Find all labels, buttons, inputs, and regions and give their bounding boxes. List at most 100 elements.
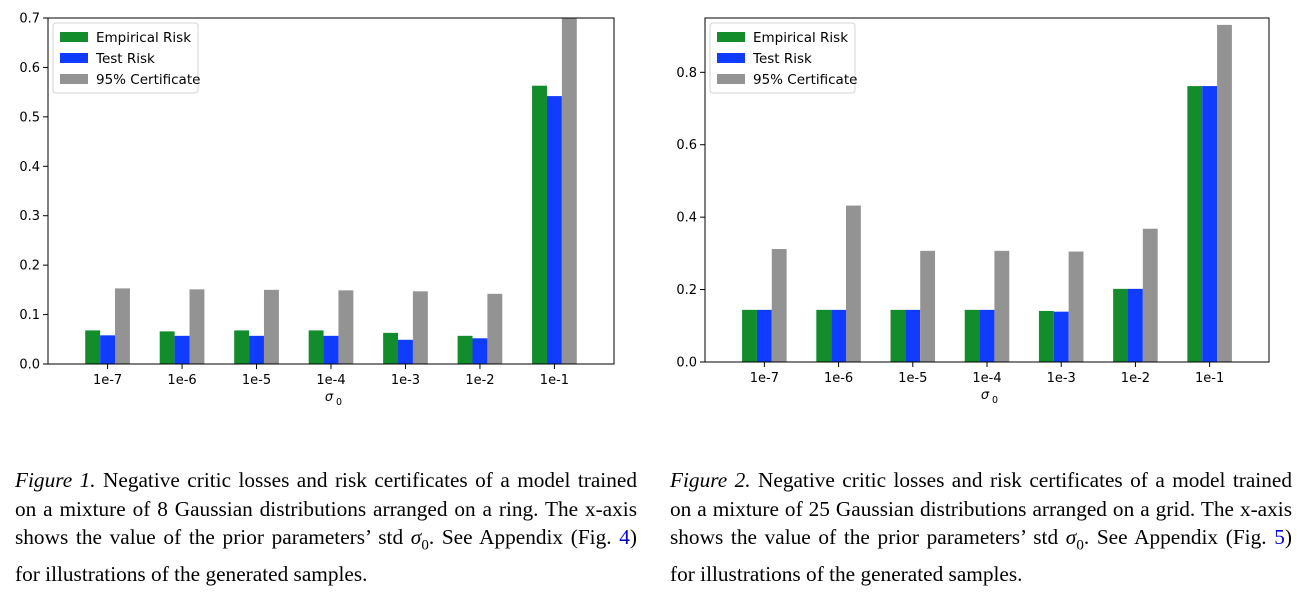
y-tick-label: 0.8 [676,66,697,81]
y-tick-label: 0.1 [19,308,40,323]
legend-label: Empirical Risk [96,30,191,46]
bar-95-certificate [994,250,1010,362]
bar-95-certificate [1068,251,1084,362]
bar-test-risk [1053,311,1069,362]
bar-empirical-risk [1187,86,1203,362]
legend-box [709,22,856,94]
x-axis-label-subscript: 0 [336,397,342,408]
legend-label: 95% Certificate [96,72,200,88]
x-tick-label: 1e-2 [465,373,494,388]
bar-95-certificate [1142,228,1158,362]
bar-95-certificate [412,291,428,364]
bar-test-risk [174,335,190,364]
y-tick-label: 0.6 [676,138,697,153]
legend-label: Empirical Risk [753,30,848,46]
bar-test-risk [398,339,413,364]
caption-text: . See Appendix (Fig. [428,525,620,549]
bar-95-certificate [189,289,205,364]
sigma-symbol: σ [1065,525,1077,549]
figure-2-caption: Figure 2. Negative critic losses and ris… [670,466,1292,588]
bar-empirical-risk [1113,288,1128,362]
legend-label: Test Risk [752,51,812,67]
y-tick-label: 0.0 [676,356,697,371]
bar-95-certificate [561,18,577,364]
y-tick-label: 0.3 [19,209,40,224]
bar-95-certificate [338,290,354,364]
x-tick-label: 1e-7 [93,373,122,388]
caption-text: ) for illustrations of the generated sam… [670,525,1293,586]
figure-1-chart: 0.0 0.1 0.2 0.3 0.4 0.5 0.6 0.7 1e-7 1e-6 1e-5 1e-4… [19,12,615,408]
legend-swatch [60,74,88,84]
y-tick-label: 0.4 [676,211,697,226]
bar-95-certificate [771,249,787,362]
x-axis-label: σ [981,388,990,403]
bar-test-risk [756,309,772,362]
x-tick-label: 1e-3 [1047,371,1076,386]
caption-text: . See Appendix (Fig. [1083,525,1275,549]
legend-label: 95% Certificate [753,72,857,88]
x-axis-label-subscript: 0 [992,395,998,406]
x-tick-label: 1e-4 [972,371,1001,386]
y-tick-label: 0.7 [19,12,40,27]
bar-95-certificate [487,293,503,364]
bar-test-risk [1128,288,1143,362]
caption-text: Negative critic losses and risk certific… [670,468,1292,549]
x-tick-label: 1e-6 [824,371,853,386]
bar-test-risk [323,335,339,364]
y-tick-label: 0.6 [19,61,40,76]
x-tick-label: 1e-4 [316,373,345,388]
bar-empirical-risk [890,309,906,362]
figure-label: Figure 1. [15,468,96,492]
bar-empirical-risk [532,85,547,365]
x-tick-label: 1e-2 [1121,371,1150,386]
x-tick-label: 1e-6 [167,373,196,388]
figure-reference-link[interactable]: 4 [619,525,630,549]
x-tick-label: 1e-3 [391,373,420,388]
bar-test-risk [979,309,995,362]
legend-swatch [60,32,88,42]
bar-95-certificate [920,250,936,362]
y-tick-label: 0.4 [19,160,40,175]
bar-test-risk [249,335,264,364]
legend-label: Test Risk [95,51,155,67]
bar-95-certificate [846,205,861,362]
figure-reference-link[interactable]: 5 [1274,525,1285,549]
bar-empirical-risk [457,335,473,364]
bar-test-risk [546,96,562,365]
bar-empirical-risk [159,331,175,364]
bar-empirical-risk [85,330,101,364]
x-tick-label: 1e-5 [898,371,927,386]
figure-2-chart: 0.0 0.2 0.4 0.6 0.8 1e-7 1e-6 1e-5 1e-4 1e-3 1e-2 1… [676,17,1270,406]
y-tick-label: 0.2 [676,283,697,298]
figure-1-caption: Figure 1. Negative critic losses and ris… [15,466,637,588]
legend-box [52,22,199,94]
caption-text: Negative critic losses and risk certific… [15,468,637,549]
x-tick-label: 1e-7 [750,371,779,386]
bar-empirical-risk [308,330,324,364]
bar-empirical-risk [1038,310,1054,362]
bar-95-certificate [115,288,130,364]
bar-95-certificate [1217,24,1232,362]
bar-test-risk [472,338,488,364]
legend-swatch [717,53,745,63]
x-tick-label: 1e-5 [242,373,271,388]
bar-empirical-risk [383,332,399,364]
bar-empirical-risk [816,309,832,362]
bar-empirical-risk [234,330,250,364]
y-tick-label: 0.5 [19,110,40,125]
x-axis-label: σ [325,390,334,405]
legend-swatch [60,53,88,63]
bar-empirical-risk [964,309,980,362]
bar-test-risk [905,309,921,362]
bar-test-risk [1202,86,1218,362]
bar-test-risk [100,335,116,364]
legend-swatch [717,32,745,42]
caption-text: ) for illustrations of the generated sam… [15,525,638,586]
x-tick-label: 1e-1 [540,373,569,388]
legend-swatch [717,74,745,84]
bar-test-risk [831,309,846,362]
bar-empirical-risk [742,309,757,362]
sigma-subscript: 0 [1076,537,1084,554]
y-tick-label: 0.2 [19,259,40,274]
figure-label: Figure 2. [670,468,751,492]
